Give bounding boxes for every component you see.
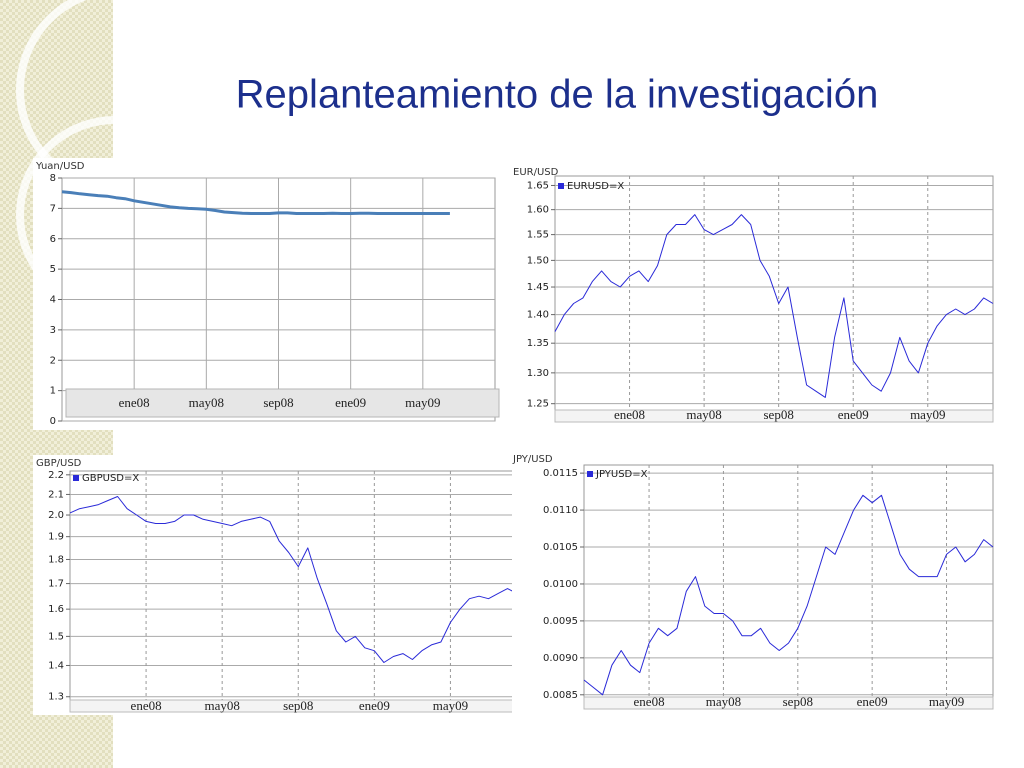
charts: Yuan/USD 0 1 2 3 4 5 6 7 8 ene08 may08 sep08 ene09 may… <box>33 158 998 715</box>
y-tick-label: 0.0105 <box>543 542 578 553</box>
legend-label: GBPUSD=X <box>82 473 139 484</box>
y-tick-label: 1.60 <box>527 205 549 216</box>
y-tick-label: 0.0100 <box>543 579 578 590</box>
y-tick-label: 7 <box>50 203 56 214</box>
legend-label: JPYUSD=X <box>595 469 648 480</box>
x-tick-label: may08 <box>189 395 224 410</box>
x-tick-label: ene08 <box>131 698 162 713</box>
y-tick-label: 1.6 <box>48 604 64 615</box>
y-tick-label: 2.1 <box>48 489 64 500</box>
y-tick-label: 1.9 <box>48 532 64 543</box>
y-tick-label: 0.0115 <box>543 468 578 479</box>
x-tick-label: sep08 <box>283 698 313 713</box>
y-axis-label: GBP/USD <box>36 458 82 469</box>
y-tick-label: 3 <box>50 325 56 336</box>
data-line <box>554 214 994 398</box>
y-tick-label: 0.0095 <box>543 616 578 627</box>
y-tick-label: 6 <box>50 234 56 245</box>
data-line <box>61 190 450 215</box>
y-axis-label: EUR/USD <box>513 167 559 178</box>
y-tick-label: 1.40 <box>527 310 549 321</box>
slide-title: Replanteamiento de la investigación <box>236 73 879 117</box>
data-line <box>583 494 994 696</box>
y-tick-label: 1.55 <box>527 230 549 241</box>
x-tick-label: may08 <box>204 698 239 713</box>
y-tick-label: 1 <box>50 386 56 397</box>
y-axis-label: Yuan/USD <box>35 161 85 172</box>
y-tick-label: 1.3 <box>48 692 64 703</box>
x-tick-label: may08 <box>706 694 741 709</box>
x-label-band <box>65 388 500 418</box>
plot-frame <box>69 470 518 701</box>
y-tick-label: 1.7 <box>48 579 64 590</box>
y-axis-label: JPY/USD <box>512 454 553 465</box>
y-tick-label: 1.35 <box>527 338 549 349</box>
y-tick-label: 2 <box>50 355 56 366</box>
x-tick-label: may09 <box>910 407 945 422</box>
x-tick-label: ene09 <box>838 407 869 422</box>
x-tick-label: sep08 <box>263 395 293 410</box>
x-tick-label: may09 <box>929 694 964 709</box>
x-tick-label: ene09 <box>335 395 366 410</box>
y-tick-label: 0.0090 <box>543 653 578 664</box>
x-tick-label: may09 <box>433 698 468 713</box>
x-tick-label: ene08 <box>614 407 645 422</box>
x-tick-label: sep08 <box>783 694 813 709</box>
plot-frame <box>583 464 994 698</box>
y-tick-label: 1.30 <box>527 368 549 379</box>
x-label-band <box>554 409 994 423</box>
x-tick-label: ene09 <box>359 698 390 713</box>
y-tick-label: 4 <box>50 295 56 306</box>
y-tick-label: 1.50 <box>527 255 549 266</box>
y-tick-label: 1.45 <box>527 282 549 293</box>
legend-label: EURUSD=X <box>567 181 624 192</box>
plot-frame <box>554 175 994 411</box>
y-tick-label: 1.25 <box>527 399 549 410</box>
x-tick-label: ene08 <box>634 694 665 709</box>
y-tick-label: 5 <box>50 264 56 275</box>
y-tick-label: 1.4 <box>48 660 64 671</box>
y-tick-label: 0.0085 <box>543 690 578 701</box>
legend-swatch <box>587 471 593 477</box>
y-tick-label: 0.0110 <box>543 505 578 516</box>
y-tick-label: 1.8 <box>48 554 64 565</box>
x-tick-label: ene08 <box>119 395 150 410</box>
y-tick-label: 1.65 <box>527 180 549 191</box>
y-tick-label: 1.5 <box>48 631 64 642</box>
y-tick-label: 2.2 <box>48 470 64 481</box>
y-tick-label: 2.0 <box>48 510 64 521</box>
legend-swatch <box>558 183 564 189</box>
x-label-band <box>583 696 994 710</box>
x-tick-label: sep08 <box>763 407 793 422</box>
x-tick-label: may08 <box>686 407 721 422</box>
y-tick-label: 8 <box>50 173 56 184</box>
x-tick-label: ene09 <box>857 694 888 709</box>
x-tick-label: may09 <box>405 395 440 410</box>
data-line <box>69 496 518 663</box>
y-tick-label: 0 <box>50 416 56 427</box>
legend-swatch <box>73 475 79 481</box>
